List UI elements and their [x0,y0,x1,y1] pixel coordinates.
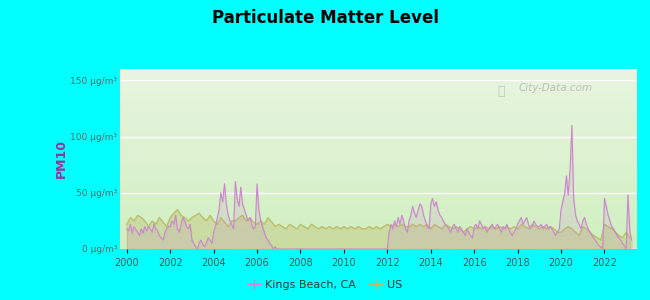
Text: Particulate Matter Level: Particulate Matter Level [211,9,439,27]
Text: City-Data.com: City-Data.com [518,83,592,93]
Y-axis label: PM10: PM10 [55,140,68,178]
Legend: Kings Beach, CA, US: Kings Beach, CA, US [243,276,407,294]
Text: ⓘ: ⓘ [497,85,505,98]
